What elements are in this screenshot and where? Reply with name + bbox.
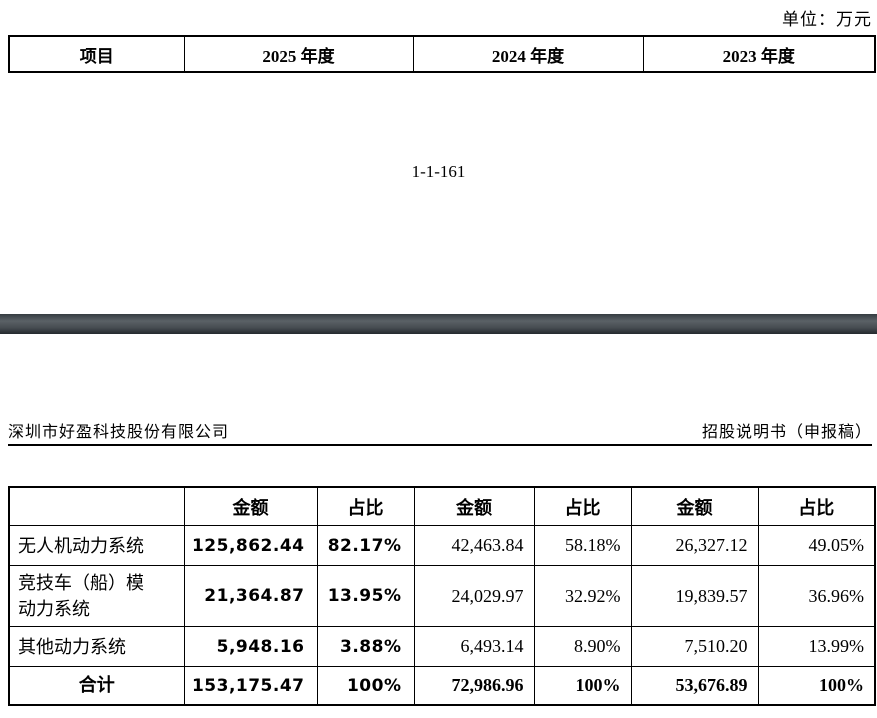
header-cell-ratio-2025: 占比	[316, 486, 415, 526]
report-period-table: 项目 2025 年度 2024 年度 2023 年度	[8, 35, 876, 73]
cell-ratio-2024: 58.18%	[533, 525, 632, 566]
cell-amount-2024: 72,986.96	[413, 666, 535, 706]
cell-ratio-2025: 82.17%	[316, 525, 415, 566]
cell-amount-2024: 24,029.97	[413, 565, 535, 627]
row-label-total: 合计	[8, 666, 185, 706]
row-label: 竞技车（船）模动力系统	[8, 565, 185, 627]
cell-ratio-2025: 3.88%	[316, 626, 415, 667]
cell-ratio-2025: 100%	[316, 666, 415, 706]
cell-amount-2024: 6,493.14	[413, 626, 535, 667]
cell-amount-2024: 42,463.84	[413, 525, 535, 566]
cell-ratio-2024: 100%	[533, 666, 632, 706]
page-separator-bar	[0, 314, 877, 334]
header-cell-item: 项目	[8, 35, 185, 73]
row-label: 无人机动力系统	[8, 525, 185, 566]
header-cell-ratio-2024: 占比	[533, 486, 632, 526]
page-number: 1-1-161	[411, 162, 466, 181]
header-cell-blank	[8, 486, 185, 526]
cell-amount-2025: 21,364.87	[183, 565, 318, 627]
document-title: 招股说明书（申报稿）	[701, 424, 872, 441]
cell-ratio-2023: 36.96%	[757, 565, 876, 627]
table-row-other: 其他动力系统 5,948.16 3.88% 6,493.14 8.90% 7,5…	[8, 626, 876, 667]
cell-amount-2023: 26,327.12	[630, 525, 759, 566]
table-row-racing-model: 竞技车（船）模动力系统 21,364.87 13.95% 24,029.97 3…	[8, 565, 876, 627]
company-name: 深圳市好盈科技股份有限公司	[8, 424, 230, 441]
cell-ratio-2023: 100%	[757, 666, 876, 706]
cell-amount-2025: 125,862.44	[183, 525, 318, 566]
unit-label: 单位：万元	[782, 10, 872, 29]
header-cell-2025: 2025 年度	[183, 35, 414, 73]
table-header-row: 金额 占比 金额 占比 金额 占比	[8, 486, 876, 526]
header-cell-2024: 2024 年度	[412, 35, 644, 73]
cell-ratio-2024: 8.90%	[533, 626, 632, 667]
header-cell-amount-2023: 金额	[630, 486, 759, 526]
header-cell-ratio-2023: 占比	[757, 486, 876, 526]
cell-amount-2025: 5,948.16	[183, 626, 318, 667]
table-row-total: 合计 153,175.47 100% 72,986.96 100% 53,676…	[8, 666, 876, 706]
header-cell-amount-2024: 金额	[413, 486, 535, 526]
table-header-row: 项目 2025 年度 2024 年度 2023 年度	[8, 35, 876, 73]
cell-amount-2023: 53,676.89	[630, 666, 759, 706]
header-cell-2023: 2023 年度	[642, 35, 876, 73]
cell-ratio-2025: 13.95%	[316, 565, 415, 627]
running-header: 深圳市好盈科技股份有限公司 招股说明书（申报稿）	[8, 418, 872, 446]
header-cell-amount-2025: 金额	[183, 486, 318, 526]
cell-amount-2023: 7,510.20	[630, 626, 759, 667]
cell-amount-2023: 19,839.57	[630, 565, 759, 627]
cell-ratio-2024: 32.92%	[533, 565, 632, 627]
table-row-drone: 无人机动力系统 125,862.44 82.17% 42,463.84 58.1…	[8, 525, 876, 566]
revenue-breakdown-table: 金额 占比 金额 占比 金额 占比 无人机动力系统 125,862.44 82.…	[8, 486, 876, 706]
row-label: 其他动力系统	[8, 626, 185, 667]
cell-ratio-2023: 49.05%	[757, 525, 876, 566]
cell-amount-2025: 153,175.47	[183, 666, 318, 706]
cell-ratio-2023: 13.99%	[757, 626, 876, 667]
